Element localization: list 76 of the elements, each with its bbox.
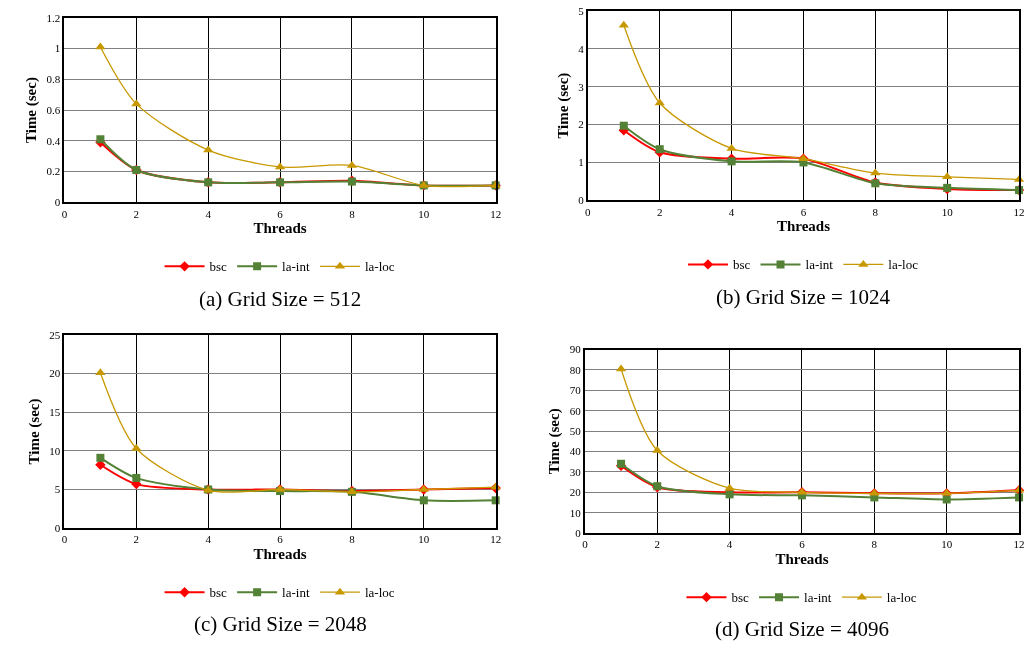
x-tick-label: 6 — [800, 205, 807, 218]
text: (b) Grid Size = 1024 — [716, 285, 891, 309]
legend-label: la-loc — [888, 257, 919, 273]
y-tick-label: 15 — [49, 406, 61, 419]
y-axis-title: Time (sec) — [554, 72, 572, 139]
y-tick-label: 10 — [569, 506, 582, 519]
y-tick-label: 0 — [578, 194, 585, 207]
x-tick-label: 12 — [490, 207, 502, 220]
x-tick-label: 10 — [418, 207, 430, 220]
y-tick-label: 50 — [569, 424, 582, 437]
legend-label: bsc — [209, 585, 228, 601]
x-tick-label: 2 — [133, 207, 140, 220]
y-tick-label: 2 — [578, 118, 584, 131]
x-tick-label: 12 — [1013, 538, 1025, 551]
y-tick-label: 20 — [49, 367, 61, 380]
text: (a) Grid Size = 512 — [199, 287, 362, 311]
y-tick-label: 1.2 — [46, 11, 61, 24]
legend-label: la-int — [282, 259, 310, 275]
legend-label: la-loc — [886, 590, 917, 606]
y-tick-label: 0 — [54, 196, 61, 209]
y-tick-label: 60 — [569, 404, 582, 417]
legend-label: la-int — [805, 257, 834, 273]
y-tick-label: 4 — [578, 42, 585, 55]
y-axis-title: Time (sec) — [546, 408, 564, 475]
x-tick-label: 4 — [728, 205, 735, 218]
x-tick-label: 12 — [1013, 205, 1025, 218]
x-tick-label: 8 — [872, 205, 879, 218]
y-tick-label: 80 — [569, 363, 582, 376]
x-tick-label: 6 — [799, 538, 806, 551]
x-axis-title: Threads — [253, 545, 307, 562]
legend-label: la-loc — [364, 585, 395, 601]
text: (c) Grid Size = 2048 — [194, 612, 367, 636]
x-tick-label: 4 — [205, 207, 212, 220]
y-tick-label: 30 — [569, 465, 582, 478]
y-tick-label: 5 — [578, 4, 585, 17]
x-tick-label: 2 — [656, 205, 663, 218]
y-axis-title: Time (sec) — [23, 77, 41, 144]
x-tick-label: 8 — [871, 538, 878, 551]
y-tick-label: 3 — [578, 80, 585, 93]
legend-label: bsc — [731, 590, 750, 606]
x-tick-label: 8 — [349, 207, 356, 220]
x-tick-label: 2 — [133, 533, 140, 546]
y-tick-label: 0.4 — [46, 134, 61, 147]
legend-label: la-loc — [364, 259, 395, 275]
x-tick-label: 10 — [418, 533, 430, 546]
y-tick-label: 70 — [569, 384, 582, 397]
legend-label: la-int — [282, 585, 310, 601]
y-tick-label: 5 — [54, 483, 61, 496]
y-tick-label: 1 — [54, 42, 61, 55]
legend-label: bsc — [732, 257, 751, 273]
y-tick-label: 25 — [49, 328, 61, 341]
y-tick-label: 1 — [578, 156, 584, 169]
y-tick-label: 40 — [569, 445, 582, 458]
y-tick-label: 10 — [49, 444, 61, 457]
y-tick-label: 20 — [569, 486, 582, 499]
x-tick-label: 10 — [941, 205, 954, 218]
x-tick-label: 2 — [654, 538, 660, 551]
x-tick-label: 8 — [349, 533, 356, 546]
x-tick-label: 4 — [726, 538, 733, 551]
x-axis-title: Threads — [775, 550, 829, 567]
x-tick-label: 10 — [941, 538, 953, 551]
y-tick-label: 0.2 — [46, 165, 61, 178]
x-tick-label: 4 — [205, 533, 212, 546]
text: (d) Grid Size = 4096 — [715, 617, 889, 641]
x-tick-label: 6 — [277, 533, 284, 546]
y-axis-title: Time (sec) — [26, 398, 44, 465]
x-axis-title: Threads — [253, 220, 307, 237]
x-axis-title: Threads — [776, 218, 831, 235]
x-tick-label: 12 — [490, 533, 502, 546]
y-tick-label: 0 — [54, 522, 61, 535]
legend-label: la-int — [804, 590, 832, 606]
y-tick-label: 90 — [569, 343, 582, 356]
y-tick-label: 0.8 — [46, 73, 61, 86]
y-tick-label: 0.6 — [46, 103, 61, 116]
legend-label: bsc — [209, 259, 228, 275]
x-tick-label: 6 — [277, 207, 284, 220]
